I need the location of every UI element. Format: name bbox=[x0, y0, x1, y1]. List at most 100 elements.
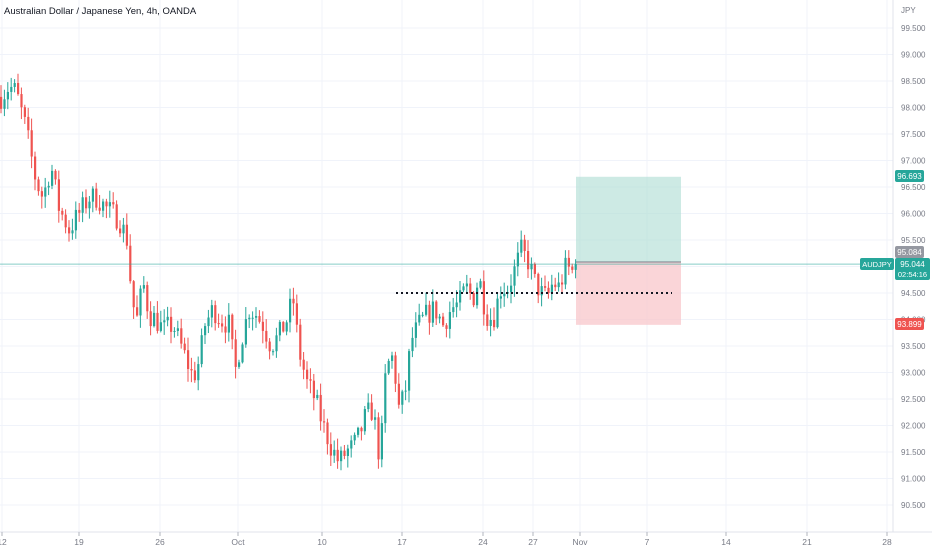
candle-body bbox=[187, 350, 190, 370]
candle-body bbox=[34, 156, 37, 180]
candle-body bbox=[207, 317, 210, 327]
candle-body bbox=[411, 337, 414, 352]
candle-body bbox=[353, 434, 356, 441]
candle-body bbox=[336, 449, 339, 462]
candle-body bbox=[319, 394, 322, 422]
price-tick-label: 92.500 bbox=[901, 395, 926, 404]
candle-body bbox=[105, 201, 108, 207]
candle-body bbox=[523, 239, 526, 251]
last-price-text: 95.044 bbox=[900, 260, 925, 269]
candle-body bbox=[482, 281, 485, 315]
symbol-badge[interactable]: AUDJPY bbox=[860, 258, 894, 270]
candle-body bbox=[530, 263, 533, 270]
candle-body bbox=[394, 355, 397, 384]
target-badge-text: 96.693 bbox=[897, 172, 922, 181]
candle-body bbox=[210, 305, 213, 318]
candle-body bbox=[309, 379, 312, 381]
last-price-badge: 95.044 02:54:16 bbox=[895, 258, 930, 280]
price-tick-label: 93.500 bbox=[901, 342, 926, 351]
candle-body bbox=[88, 201, 91, 209]
currency-label: JPY bbox=[901, 6, 916, 15]
candle-body bbox=[564, 257, 567, 285]
candle-body bbox=[384, 373, 387, 424]
candle-body bbox=[527, 250, 530, 270]
candle-body bbox=[166, 316, 169, 321]
position-zones bbox=[576, 176, 681, 325]
candle-body bbox=[231, 314, 234, 340]
candle-body bbox=[418, 314, 421, 323]
candle-body bbox=[112, 202, 115, 205]
date-tick-label: 14 bbox=[721, 537, 731, 547]
candle-body bbox=[295, 303, 298, 325]
candle-body bbox=[119, 228, 122, 234]
entry-price-badge: 95.084 bbox=[895, 246, 924, 258]
candle-body bbox=[326, 422, 329, 445]
candle-body bbox=[241, 344, 244, 363]
price-tick-label: 96.500 bbox=[901, 183, 926, 192]
candle-body bbox=[533, 263, 536, 274]
candle-body bbox=[435, 301, 438, 319]
candle-body bbox=[95, 188, 98, 208]
candle-body bbox=[346, 448, 349, 456]
candle-body bbox=[221, 323, 224, 327]
candle-body bbox=[340, 450, 343, 462]
loss-zone bbox=[576, 262, 681, 325]
candle-body bbox=[442, 316, 445, 326]
candle-body bbox=[136, 307, 139, 316]
countdown-text: 02:54:16 bbox=[898, 270, 927, 279]
candle-body bbox=[142, 285, 145, 289]
time-axis[interactable]: 12 19 26 Oct 10 17 24 27 Nov 7 14 21 28 bbox=[0, 532, 892, 547]
candle-body bbox=[6, 91, 9, 100]
candle-body bbox=[493, 320, 496, 328]
candle-body bbox=[71, 230, 74, 234]
price-tick-label: 97.000 bbox=[901, 157, 926, 166]
candle-body bbox=[68, 227, 71, 234]
candle-body bbox=[149, 311, 152, 327]
candle-body bbox=[476, 287, 479, 306]
candle-body bbox=[180, 328, 183, 344]
candle-body bbox=[176, 328, 179, 331]
candle-body bbox=[204, 326, 207, 336]
candle-body bbox=[445, 325, 448, 329]
price-tick-label: 99.500 bbox=[901, 24, 926, 33]
grid-lines bbox=[0, 0, 893, 532]
candle-body bbox=[496, 298, 499, 328]
candle-body bbox=[64, 214, 67, 228]
candle-body bbox=[360, 427, 363, 432]
candle-body bbox=[146, 285, 149, 312]
candle-body bbox=[380, 423, 383, 460]
candle-body bbox=[78, 209, 81, 213]
stop-badge-bg bbox=[895, 318, 924, 330]
candle-body bbox=[510, 285, 513, 293]
candle-body bbox=[190, 369, 193, 371]
date-tick-label: 12 bbox=[0, 537, 7, 547]
price-tick-label: 90.500 bbox=[901, 501, 926, 510]
candle-body bbox=[350, 440, 353, 449]
candle-body bbox=[428, 304, 431, 323]
candle-body bbox=[265, 330, 268, 342]
candle-body bbox=[248, 317, 251, 320]
candlestick-series bbox=[0, 73, 577, 471]
candle-body bbox=[139, 288, 142, 316]
candle-body bbox=[387, 360, 390, 374]
candle-body bbox=[170, 316, 173, 332]
candle-body bbox=[333, 449, 336, 456]
candle-body bbox=[448, 312, 451, 329]
price-tick-label: 91.000 bbox=[901, 475, 926, 484]
candle-body bbox=[278, 322, 281, 336]
candle-body bbox=[115, 204, 118, 229]
chart-title: Australian Dollar / Japanese Yen, 4h, OA… bbox=[4, 6, 197, 17]
candle-body bbox=[163, 320, 166, 323]
candle-body bbox=[234, 339, 237, 367]
date-tick-label: Oct bbox=[231, 537, 245, 547]
candle-body bbox=[537, 273, 540, 296]
candle-body bbox=[465, 283, 468, 287]
candle-body bbox=[299, 324, 302, 360]
candle-body bbox=[44, 187, 47, 197]
candle-body bbox=[125, 224, 128, 246]
candle-body bbox=[183, 343, 186, 351]
candle-body bbox=[282, 322, 285, 332]
candle-body bbox=[159, 322, 162, 331]
